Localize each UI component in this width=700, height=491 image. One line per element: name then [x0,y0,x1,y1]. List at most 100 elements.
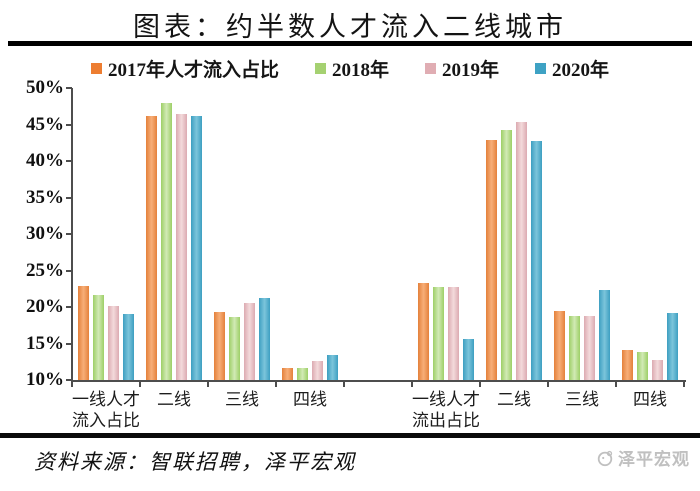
x-axis-tick [71,382,73,387]
bar-2017年-cat6 [486,139,497,380]
legend-swatch-2018 [314,63,326,74]
y-axis-tick-label: 40% [26,150,64,171]
x-axis-category-label: 二线 [140,389,208,410]
y-axis-tick-label: 15% [26,332,64,354]
x-axis-tick [275,382,277,387]
x-axis-category-label-line: 三线 [565,390,599,409]
y-axis-tick-label: 50% [26,77,64,98]
x-axis-category-label-line: 二线 [157,390,191,409]
zeping-watermark-label: 泽平宏观 [618,450,690,469]
bar-2017年-cat3 [282,368,293,380]
x-axis-tick [479,382,481,387]
legend-label-2019: 2019年 [442,60,500,81]
x-axis-category-label-line: 二线 [497,390,531,409]
bar-2019年-cat1 [176,114,187,380]
legend-swatch-2020 [535,63,547,74]
bar-2017年-cat2 [214,312,225,380]
legend-item-2018: 2018年 [314,55,389,82]
legend-label-2018: 2018年 [331,60,389,81]
bar-2018年-cat2 [229,317,240,380]
x-axis-line [71,380,686,382]
y-axis-tick [66,87,72,89]
bar-2017年-cat5 [418,282,429,380]
bar-2018年-cat8 [637,351,648,380]
x-axis-category-label: 一线人才 流出占比 [412,389,480,431]
y-axis-tick [66,196,72,199]
x-axis-category-label: 二线 [480,389,548,410]
bar-2018年-cat1 [161,103,172,380]
y-axis-tick [66,269,72,272]
zeping-watermark: 泽平宏观 [596,445,690,470]
y-axis-line [71,88,73,381]
x-axis-tick [139,382,141,387]
bar-2019年-cat8 [652,360,663,380]
y-axis-tick [66,306,72,308]
footer-divider [0,433,700,438]
bar-2020年-cat0 [123,313,134,380]
bar-2018年-cat7 [569,315,580,380]
x-axis-tick [615,382,617,387]
y-axis-tick-label: 25% [26,259,64,281]
x-axis-category-label-line: 一线人才 [412,390,480,409]
x-axis-tick [411,382,413,387]
bar-2017年-cat1 [146,115,157,380]
bar-2019年-cat5 [448,286,459,380]
x-axis-category-label-line: 三线 [225,390,259,409]
y-axis-tick [66,342,72,345]
x-axis-category-label: 三线 [208,389,276,410]
x-axis-tick [343,382,345,387]
bar-2019年-cat3 [312,361,323,380]
legend-swatch-2019 [425,63,436,74]
bar-2017年-cat8 [622,350,633,380]
x-axis-tick [683,382,685,387]
bar-2019年-cat0 [108,305,119,380]
bar-2020年-cat6 [531,141,542,380]
y-axis-tick [66,160,72,162]
x-axis-category-label: 一线人才 流入占比 [72,389,140,431]
legend-swatch-2017 [90,63,102,74]
x-axis-tick [547,382,549,387]
bar-2020年-cat7 [599,290,610,380]
x-axis-category-label-line: 四线 [293,390,327,409]
legend-label-2017: 2017年人才流入占比 [107,60,279,81]
bar-2018年-cat5 [433,287,444,380]
x-axis-category-label-line: 一线人才 [72,390,140,409]
bar-2020年-cat5 [463,339,474,380]
bar-2018年-cat0 [93,294,104,380]
bar-2020年-cat2 [259,297,270,380]
bar-2020年-cat3 [327,355,338,380]
y-axis-tick-label: 10% [26,369,64,390]
x-axis-category-label-line: 流入占比 [72,411,140,430]
bar-2020年-cat1 [191,116,202,380]
x-axis-category-label: 三线 [548,389,616,410]
zeping-logo-icon [597,450,613,466]
legend-label-2020: 2020年 [552,60,610,81]
bar-2017年-cat7 [554,310,565,380]
x-axis-category-label: 四线 [616,389,684,410]
x-axis-tick [207,382,209,387]
bar-2018年-cat6 [501,130,512,380]
y-axis-tick-label: 35% [26,186,64,208]
legend-item-2017: 2017年人才流入占比 [90,55,279,82]
x-axis-category-label-line: 四线 [633,390,667,409]
chart-legend: 2017年人才流入占比 2018年 2019年 2020年 [0,55,700,82]
bar-2017年-cat0 [78,285,89,380]
bar-2019年-cat7 [584,315,595,380]
bar-2019年-cat6 [516,122,527,380]
y-axis-tick [66,379,72,381]
x-axis-category-label: 四线 [276,389,344,410]
legend-item-2020: 2020年 [535,55,609,82]
y-axis-tick [66,233,72,235]
legend-item-2019: 2019年 [425,55,499,82]
bar-2020年-cat8 [667,312,678,380]
y-axis-tick-label: 45% [26,113,64,135]
source-note: 资料来源：智联招聘，泽平宏观 [34,450,356,474]
chart-title: 图表：约半数人才流入二线城市 [133,12,567,42]
title-divider [8,41,692,46]
x-axis-category-label-line: 流出占比 [412,411,480,430]
y-axis-tick-label: 30% [26,223,64,244]
y-axis-tick-label: 20% [26,296,64,317]
bar-2019年-cat2 [244,302,255,380]
y-axis-tick [66,123,72,126]
